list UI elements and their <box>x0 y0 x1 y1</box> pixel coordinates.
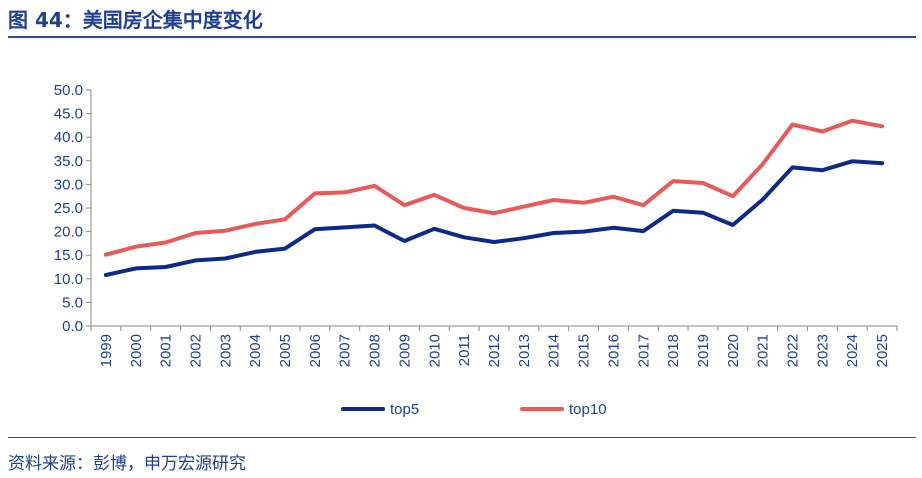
line-chart: 0.0 5.0 10.0 15.0 20.0 25.0 30.0 35.0 40.0 45.0 50… <box>54 82 898 418</box>
title-rule <box>8 36 916 38</box>
x-tick-label: 2020 <box>725 334 742 367</box>
y-tick-label: 30.0 <box>54 176 83 193</box>
series-line-top10 <box>103 118 885 257</box>
x-tick-label: 2009 <box>396 334 413 367</box>
x-tick-label: 2002 <box>187 334 204 367</box>
x-tick-label: 2003 <box>217 334 234 367</box>
x-tick-label: 2017 <box>635 334 652 367</box>
x-tick-label: 2013 <box>516 334 533 367</box>
x-tick-label: 2019 <box>695 334 712 367</box>
y-tick-label: 25.0 <box>54 200 83 217</box>
x-tick-label: 2018 <box>665 334 682 367</box>
x-tick-label: 2005 <box>277 334 294 367</box>
y-tick-label: 5.0 <box>62 294 83 311</box>
y-tick-label: 0.0 <box>62 318 83 335</box>
x-tick-label: 2000 <box>128 334 145 367</box>
x-tick-label: 2016 <box>605 334 622 367</box>
source-note: 资料来源：彭博，申万宏源研究 <box>8 454 246 474</box>
x-tick-label: 2001 <box>158 334 175 367</box>
x-tick-label: 1999 <box>98 334 115 367</box>
figure-title: 图 44：美国房企集中度变化 <box>8 8 263 32</box>
y-tick-label: 35.0 <box>54 153 83 170</box>
x-tick-label: 2015 <box>576 334 593 367</box>
x-tick-label: 2024 <box>844 334 861 367</box>
x-tick-label: 2022 <box>785 334 802 367</box>
x-tick-label: 2011 <box>456 334 473 366</box>
x-tick-label: 2021 <box>755 334 772 367</box>
x-tick-label: 2023 <box>814 334 831 367</box>
y-tick-label: 10.0 <box>54 271 83 288</box>
x-tick-label: 2008 <box>367 334 384 367</box>
x-tick-label: 2006 <box>307 334 324 367</box>
legend-label-top5: top5 <box>390 401 419 418</box>
x-tick-label: 2004 <box>247 334 264 367</box>
y-tick-label: 50.0 <box>54 82 83 99</box>
source-rule <box>8 437 916 438</box>
x-tick-label: 2012 <box>486 334 503 367</box>
x-tick-label: 2007 <box>337 334 354 367</box>
x-tick-label: 2010 <box>426 334 443 367</box>
y-tick-label: 15.0 <box>54 247 83 264</box>
y-tick-label: 20.0 <box>54 224 83 241</box>
series-line-top5 <box>103 159 885 277</box>
y-tick-label: 40.0 <box>54 129 83 146</box>
y-tick-label: 45.0 <box>54 106 83 123</box>
x-tick-label: 2025 <box>874 334 891 367</box>
x-tick-label: 2014 <box>546 334 563 367</box>
legend-label-top10: top10 <box>569 401 607 418</box>
